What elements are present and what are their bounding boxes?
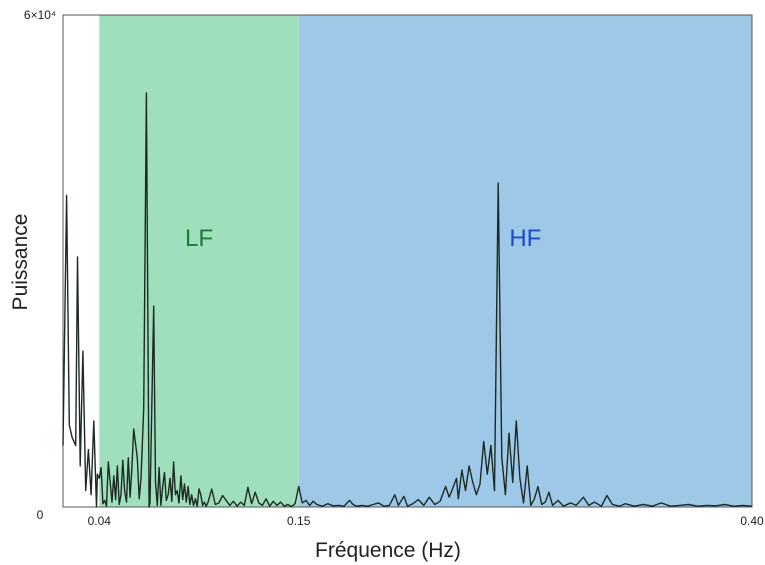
x-axis-tick-labels: 0.04 0.15 0.40 [88, 514, 764, 528]
band-labels: LF HF [185, 225, 541, 252]
band-hf [298, 15, 752, 507]
y-axis-tick-labels: 0 6×10⁴ [24, 8, 56, 522]
frequency-bands [99, 15, 752, 507]
band-lf [99, 15, 299, 507]
band-label-hf: HF [509, 225, 541, 252]
y-tick-label: 0 [37, 508, 44, 522]
spectrum-line [62, 92, 753, 508]
spectrum-line-layer [62, 92, 753, 508]
x-tick-label: 0.15 [287, 514, 311, 528]
x-tick-label: 0.40 [740, 514, 764, 528]
y-tick-label: 6×10⁴ [24, 8, 56, 22]
x-axis-title: Fréquence (Hz) [315, 539, 461, 562]
plot-frame [62, 14, 753, 508]
band-label-lf: LF [185, 225, 213, 252]
x-tick-label: 0.04 [88, 514, 112, 528]
y-axis-title: Puissance [9, 214, 32, 311]
